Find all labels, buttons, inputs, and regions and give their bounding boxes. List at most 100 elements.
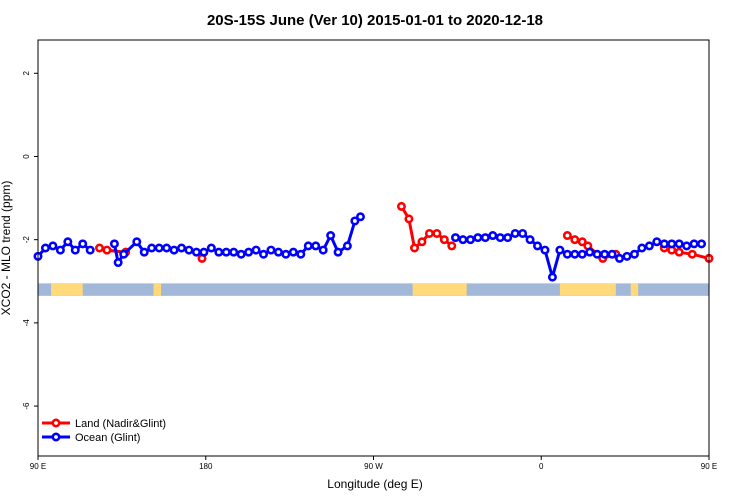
ocean-band: [38, 283, 709, 296]
data-point: [259, 249, 269, 259]
data-point: [687, 249, 697, 259]
land-band-segment: [412, 283, 467, 296]
data-point: [303, 241, 313, 251]
axis-layer: 90 E 180 90 W 0 90 E 2 0 -2 -4 -6: [22, 71, 717, 471]
data-point: [547, 272, 557, 282]
data-point: [132, 237, 142, 247]
data-point: [410, 243, 420, 253]
data-point: [503, 233, 513, 243]
data-point: [273, 247, 283, 257]
data-point: [577, 237, 587, 247]
data-point: [570, 235, 580, 245]
x-tick-label: 180: [199, 462, 213, 471]
data-point: [615, 253, 625, 263]
data-point: [432, 228, 442, 238]
land-band-segment: [630, 283, 639, 296]
data-point: [102, 245, 112, 255]
data-point: [311, 241, 321, 251]
data-point: [318, 245, 328, 255]
data-point: [40, 243, 50, 253]
data-point: [458, 235, 468, 245]
data-point: [326, 231, 336, 241]
legend-marker: [51, 432, 61, 442]
data-point: [562, 249, 572, 259]
data-point: [607, 249, 617, 259]
legend-label: Land (Nadir&Glint): [75, 418, 166, 430]
data-point: [221, 247, 231, 257]
land-band-segment: [559, 283, 616, 296]
data-point: [55, 245, 65, 255]
data-point: [206, 243, 216, 253]
data-point: [350, 216, 360, 226]
data-point: [585, 247, 595, 257]
data-point: [451, 233, 461, 243]
data-point: [439, 235, 449, 245]
data-point: [177, 243, 187, 253]
y-tick-label: -6: [22, 402, 31, 410]
series-layer: [33, 201, 714, 282]
data-point: [266, 245, 276, 255]
data-point: [417, 237, 427, 247]
legend-marker: [51, 418, 61, 428]
data-point: [637, 243, 647, 253]
y-tick-label: 2: [22, 71, 31, 76]
data-point: [533, 241, 543, 251]
data-point: [229, 247, 239, 257]
data-point: [333, 247, 343, 257]
data-point: [162, 243, 172, 253]
data-point: [562, 231, 572, 241]
data-point: [244, 247, 254, 257]
data-point: [525, 235, 535, 245]
data-point: [63, 237, 73, 247]
data-point: [48, 241, 58, 251]
data-point: [510, 228, 520, 238]
data-point: [236, 249, 246, 259]
data-point: [689, 239, 699, 249]
data-point: [465, 235, 475, 245]
data-point: [667, 239, 677, 249]
data-point: [592, 249, 602, 259]
legend: Land (Nadir&Glint) Ocean (Glint): [42, 418, 166, 444]
data-point: [95, 243, 105, 253]
data-point: [404, 214, 414, 224]
data-point: [78, 239, 88, 249]
data-point: [473, 233, 483, 243]
chart-title: 20S-15S June (Ver 10) 2015-01-01 to 2020…: [207, 12, 543, 29]
data-point: [113, 258, 123, 268]
data-point: [191, 247, 201, 257]
x-tick-label: 0: [539, 462, 544, 471]
data-point: [518, 228, 528, 238]
data-point: [184, 245, 194, 255]
data-point: [169, 245, 179, 255]
data-point: [288, 247, 298, 257]
data-point: [659, 239, 669, 249]
legend-label: Ocean (Glint): [75, 432, 140, 444]
data-point: [154, 243, 164, 253]
data-point: [570, 249, 580, 259]
data-point: [85, 245, 95, 255]
data-point: [629, 249, 639, 259]
data-point: [119, 249, 129, 259]
data-point: [199, 247, 209, 257]
data-point: [652, 237, 662, 247]
data-point: [109, 239, 119, 249]
land-band-segment: [51, 283, 83, 296]
data-point: [70, 245, 80, 255]
data-point: [447, 241, 457, 251]
data-point: [555, 245, 565, 255]
data-point: [214, 247, 224, 257]
plot-frame: [37, 39, 710, 457]
data-point: [577, 249, 587, 259]
data-point: [281, 249, 291, 259]
x-tick-label: 90 E: [701, 462, 717, 471]
data-point: [622, 251, 632, 261]
x-tick-label: 90 W: [364, 462, 383, 471]
data-point: [296, 249, 306, 259]
data-point: [682, 241, 692, 251]
data-point: [540, 245, 550, 255]
data-point: [355, 212, 365, 222]
data-point: [674, 239, 684, 249]
data-point: [396, 201, 406, 211]
data-point: [342, 241, 352, 251]
